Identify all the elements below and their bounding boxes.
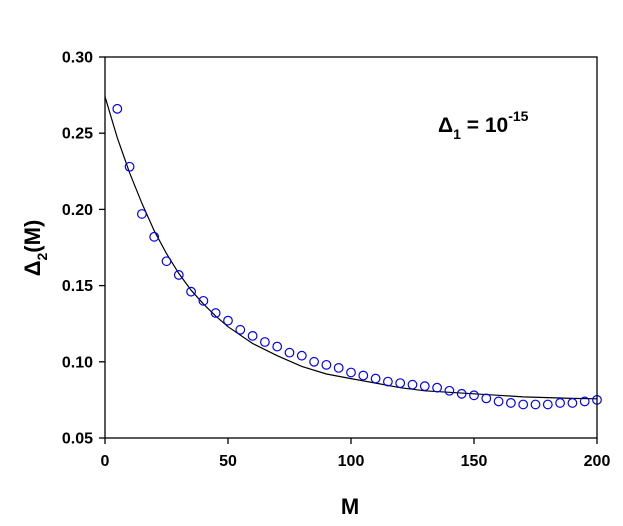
annotation: Δ1 = 10-15: [438, 108, 529, 142]
y-tick-label: 0.20: [62, 202, 93, 219]
y-tick-label: 0.15: [62, 278, 93, 295]
y-axis-title-subscript: 2: [34, 252, 50, 260]
data-point: [223, 315, 233, 326]
annotation-equals: = 10: [461, 114, 508, 137]
y-axis-ticks: 0.05 0.10 0.15 0.20 0.25 0.30: [62, 50, 105, 448]
data-point: [419, 381, 430, 392]
data-point: [370, 373, 381, 384]
x-tick-label: 200: [584, 453, 611, 470]
data-point: [542, 399, 553, 410]
data-points-layer: [112, 103, 602, 410]
data-point: [567, 398, 578, 408]
y-axis-title-base: Δ: [20, 260, 45, 276]
data-point: [112, 103, 123, 114]
annotation-base: Δ: [438, 114, 453, 137]
data-point: [260, 337, 270, 347]
data-point: [309, 356, 320, 367]
data-point: [456, 388, 467, 399]
data-point: [506, 398, 516, 408]
data-point: [493, 396, 504, 407]
data-point: [321, 359, 332, 370]
data-point: [272, 341, 283, 352]
plot-area-frame: [104, 56, 598, 439]
y-tick-label: 0.30: [62, 50, 93, 67]
x-tick-label: 50: [219, 453, 237, 470]
annotation-subscript: 1: [453, 126, 461, 142]
data-point: [407, 379, 418, 390]
data-point: [518, 399, 529, 410]
y-tick-label: 0.25: [62, 126, 93, 143]
data-point: [346, 367, 356, 378]
x-axis-ticks: 0 50 100 150 200: [101, 438, 611, 470]
data-point: [296, 350, 307, 361]
data-point: [149, 231, 160, 242]
data-point: [247, 330, 258, 341]
annotation-superscript: -15: [508, 108, 528, 124]
data-point: [186, 286, 197, 297]
data-point: [530, 399, 541, 410]
data-point: [161, 256, 172, 267]
x-axis-title: M: [341, 494, 359, 519]
data-point: [469, 390, 479, 401]
x-tick-label: 100: [338, 453, 365, 470]
x-tick-label: 0: [101, 453, 110, 470]
y-tick-label: 0.10: [62, 354, 93, 371]
data-point: [395, 378, 406, 389]
data-point: [198, 295, 209, 306]
data-point: [284, 347, 295, 358]
data-point: [136, 209, 147, 219]
y-axis-title: Δ2(M): [20, 220, 50, 277]
data-point: [358, 370, 369, 381]
data-point: [333, 362, 344, 373]
y-tick-label: 0.05: [62, 431, 93, 448]
data-point: [210, 308, 221, 318]
data-point: [444, 385, 455, 396]
x-tick-label: 150: [461, 453, 488, 470]
fit-curve-layer: [104, 96, 598, 400]
data-point: [555, 398, 565, 408]
fit-curve: [104, 96, 598, 400]
y-axis-title-suffix: (M): [20, 220, 45, 253]
data-point: [481, 393, 492, 404]
data-point: [235, 324, 246, 335]
data-point: [383, 376, 393, 387]
data-point: [579, 396, 590, 407]
data-point: [173, 270, 184, 280]
data-point: [124, 161, 135, 172]
data-point: [432, 382, 443, 393]
